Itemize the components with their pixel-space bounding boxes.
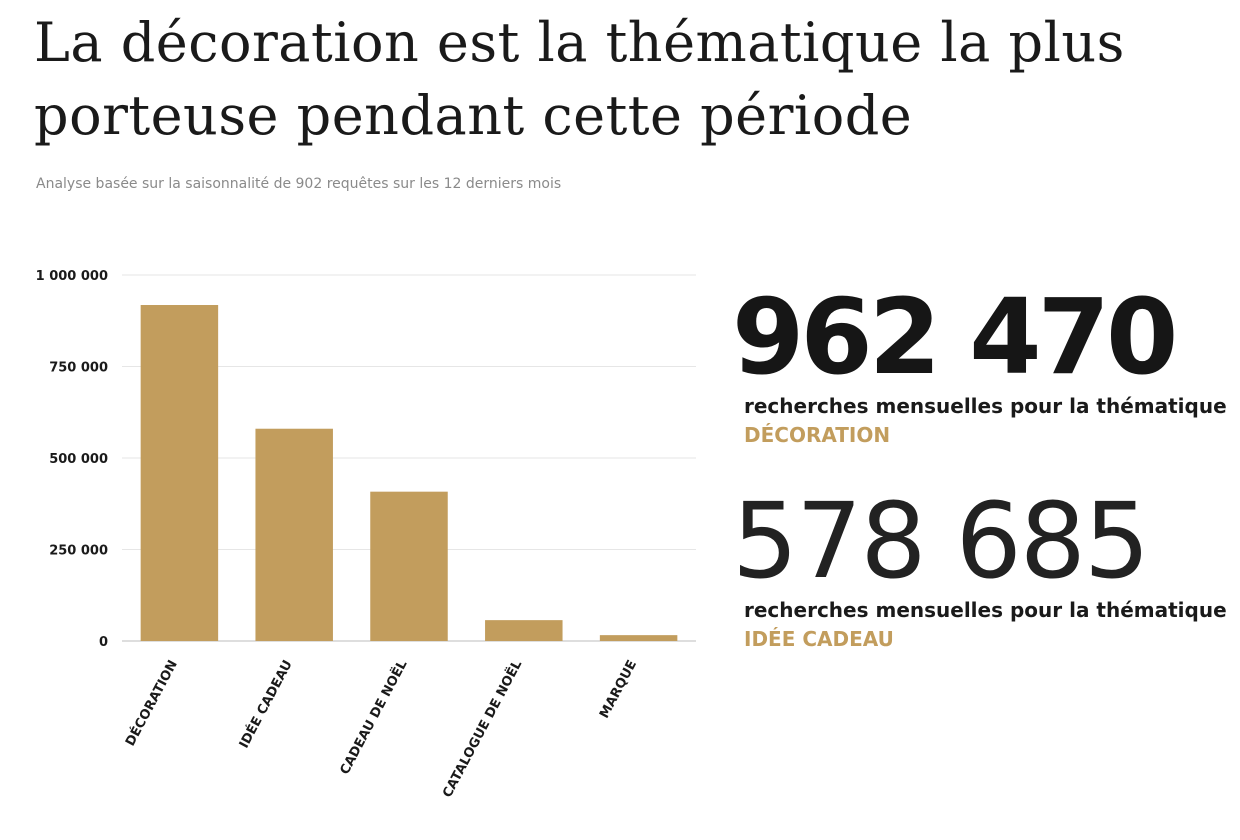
stat-number: 578 685 <box>732 480 1150 602</box>
y-tick-label: 0 <box>99 635 108 650</box>
y-tick-label: 250 000 <box>49 544 108 559</box>
bar-1 <box>255 428 333 641</box>
bar-0 <box>140 305 219 641</box>
x-category-label: IDÉE CADEAU <box>236 657 296 751</box>
page-title: La décoration est la thématique la plus … <box>34 11 1125 147</box>
chart-x-axis: DÉCORATION IDÉE CADEAU CADEAU DE NOËL CATAL… <box>122 657 640 800</box>
x-category-label: CATALOGUE DE NOËL <box>439 657 525 800</box>
bar-3 <box>485 620 563 641</box>
stat-block-decoration: 962 470 recherches mensuelles pour la th… <box>732 282 1227 450</box>
stat-theme: IDÉE CADEAU <box>744 627 894 651</box>
page-subtitle: Analyse basée sur la saisonnalité de 902… <box>36 176 562 192</box>
chart-bars <box>140 305 678 641</box>
x-category-label: MARQUE <box>597 658 640 721</box>
stat-number: 962 470 <box>732 276 1178 398</box>
stat-caption: recherches mensuelles pour la thématique <box>744 598 1227 622</box>
chart-y-axis: 0 250 000 500 000 750 000 1 000 000 <box>36 269 108 650</box>
x-category-label: DÉCORATION <box>122 657 181 748</box>
bar-chart: 0 250 000 500 000 750 000 1 000 000 DÉCORATI… <box>36 269 696 800</box>
y-tick-label: 500 000 <box>49 452 108 467</box>
stat-theme: DÉCORATION <box>744 423 891 447</box>
stat-block-idee-cadeau: 578 685 recherches mensuelles pour la th… <box>732 486 1227 654</box>
y-tick-label: 1 000 000 <box>36 269 108 284</box>
stat-caption: recherches mensuelles pour la thématique <box>744 394 1227 418</box>
x-category-label: CADEAU DE NOËL <box>337 657 411 777</box>
bar-4 <box>599 635 678 641</box>
y-tick-label: 750 000 <box>49 361 108 376</box>
bar-2 <box>370 491 448 641</box>
